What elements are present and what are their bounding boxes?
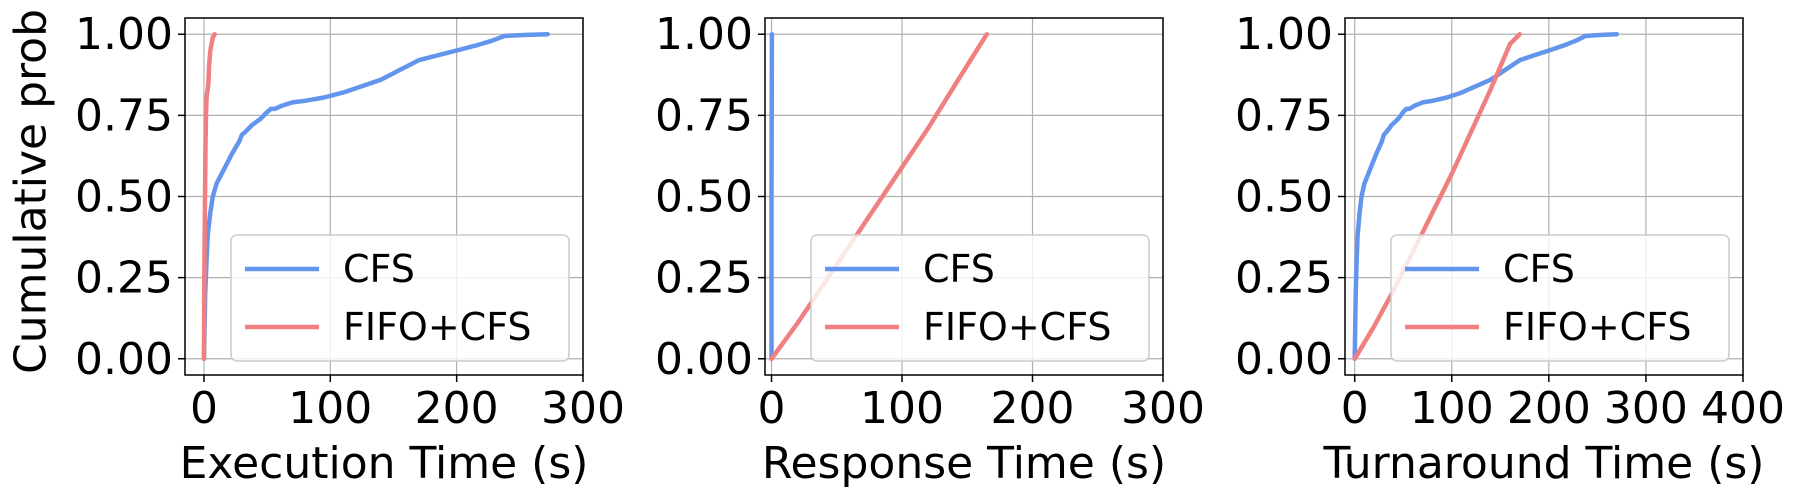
- series-line-cfs: [1352, 31, 1620, 362]
- legend: CFS FIFO+CFS: [1390, 234, 1730, 362]
- legend-box: [230, 234, 570, 362]
- y-tick-label: 0.00: [75, 334, 173, 385]
- series-line-fifo-cfs: [769, 31, 990, 362]
- legend: CFS FIFO+CFS: [810, 234, 1150, 362]
- legend: CFS FIFO+CFS: [230, 234, 570, 362]
- x-tick-label: 200: [415, 383, 499, 434]
- y-tick-label: 0.00: [655, 334, 753, 385]
- y-tick-label: 0.25: [75, 253, 173, 304]
- y-tick-label: 0.75: [1235, 90, 1333, 141]
- x-tick-label: 100: [288, 383, 372, 434]
- x-tick-label: 300: [1121, 383, 1205, 434]
- x-tick-label: 400: [1701, 383, 1785, 434]
- series-line-fifo-cfs: [1352, 31, 1522, 362]
- x-tick-label: 300: [541, 383, 625, 434]
- x-tick-label: 300: [1604, 383, 1688, 434]
- x-tick-label: 0: [758, 383, 786, 434]
- x-axis-label: Response Time (s): [762, 438, 1166, 489]
- legend-box: [1390, 234, 1730, 362]
- y-tick-label: 0.50: [1235, 172, 1333, 223]
- x-axis-label: Execution Time (s): [180, 438, 589, 489]
- y-tick-label: 0.75: [75, 90, 173, 141]
- y-tick-label: 1.00: [655, 9, 753, 60]
- y-tick-label: 0.75: [655, 90, 753, 141]
- x-axis-label: Turnaround Time (s): [1323, 438, 1765, 489]
- y-tick-label: 0.00: [1235, 334, 1333, 385]
- x-tick-label: 200: [991, 383, 1075, 434]
- y-tick-label: 1.00: [75, 9, 173, 60]
- chart-panel-2: 0 100 200 300 0.00 0.25 0.50 0.75 1.00 Response T…: [655, 9, 1205, 489]
- legend-entry: FIFO+CFS: [923, 305, 1112, 349]
- legend-entry: FIFO+CFS: [343, 305, 532, 349]
- x-tick-label: 0: [1341, 383, 1369, 434]
- x-tick-label: 0: [190, 383, 218, 434]
- series-line-fifo-cfs: [201, 31, 217, 362]
- chart-panel-3: 0 100 200 300 400 0.00 0.25 0.50 0.75 1.00 Turnaro…: [1235, 9, 1785, 489]
- legend-entry: CFS: [1503, 247, 1575, 291]
- legend-entry: CFS: [923, 247, 995, 291]
- y-tick-label: 0.50: [655, 172, 753, 223]
- x-tick-label: 200: [1507, 383, 1591, 434]
- x-tick-label: 100: [1410, 383, 1494, 434]
- legend-box: [810, 234, 1150, 362]
- y-tick-label: 0.25: [655, 253, 753, 304]
- chart-panel-1: 0 100 200 300 0.00 0.25 0.50 0.75 1.00 Execution …: [5, 9, 625, 489]
- y-tick-label: 1.00: [1235, 9, 1333, 60]
- legend-entry: CFS: [343, 247, 415, 291]
- y-tick-label: 0.50: [75, 172, 173, 223]
- y-axis-label: Cumulative prob: [5, 9, 56, 374]
- legend-entry: FIFO+CFS: [1503, 305, 1692, 349]
- y-tick-label: 0.25: [1235, 253, 1333, 304]
- x-tick-label: 100: [860, 383, 944, 434]
- series-line-cfs: [201, 31, 550, 362]
